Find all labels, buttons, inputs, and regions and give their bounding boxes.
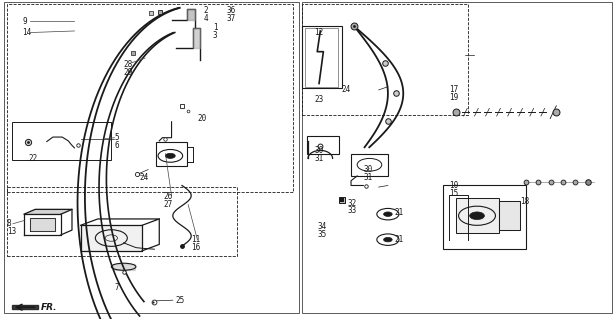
Bar xyxy=(4,2,299,313)
Polygon shape xyxy=(81,225,142,251)
Bar xyxy=(12,122,111,160)
Text: 12: 12 xyxy=(314,28,323,37)
Text: 34: 34 xyxy=(317,222,326,231)
Text: 16: 16 xyxy=(191,243,200,252)
Text: 30: 30 xyxy=(363,165,373,174)
Text: 37: 37 xyxy=(227,14,236,23)
Text: 21: 21 xyxy=(394,235,403,244)
Text: 21: 21 xyxy=(394,208,403,217)
Polygon shape xyxy=(24,209,72,214)
Bar xyxy=(498,201,520,230)
Text: 30: 30 xyxy=(314,146,323,155)
Bar xyxy=(305,28,338,87)
Text: 32: 32 xyxy=(348,198,357,207)
Text: 26: 26 xyxy=(164,192,173,201)
Text: 18: 18 xyxy=(520,197,529,206)
Text: 22: 22 xyxy=(28,154,38,163)
Text: 36: 36 xyxy=(227,6,236,15)
Bar xyxy=(455,198,498,233)
Text: 35: 35 xyxy=(317,230,326,239)
Text: 17: 17 xyxy=(449,85,458,94)
Text: 31: 31 xyxy=(363,173,373,182)
Bar xyxy=(302,26,342,88)
Text: 14: 14 xyxy=(22,28,31,37)
Circle shape xyxy=(384,237,392,242)
Text: 31: 31 xyxy=(314,154,323,163)
Bar xyxy=(307,136,339,154)
Text: 9: 9 xyxy=(22,17,27,26)
Text: 33: 33 xyxy=(348,206,357,215)
Bar xyxy=(302,4,468,116)
Circle shape xyxy=(166,153,175,158)
Text: 24: 24 xyxy=(342,85,351,94)
Text: 28: 28 xyxy=(124,60,133,69)
Text: 15: 15 xyxy=(449,189,458,198)
Bar xyxy=(156,142,187,166)
Polygon shape xyxy=(498,201,520,230)
Text: 13: 13 xyxy=(7,227,16,236)
Text: FR.: FR. xyxy=(41,303,57,312)
Bar xyxy=(302,2,612,313)
Bar xyxy=(351,154,388,176)
Text: 5: 5 xyxy=(115,133,119,142)
Text: 2: 2 xyxy=(203,6,208,15)
Bar xyxy=(444,186,526,249)
Polygon shape xyxy=(113,264,135,270)
Text: 23: 23 xyxy=(314,95,323,104)
Text: 3: 3 xyxy=(213,31,217,40)
Text: 1: 1 xyxy=(213,23,217,32)
Text: 24: 24 xyxy=(139,173,148,182)
Bar xyxy=(7,4,293,192)
Text: 11: 11 xyxy=(191,235,200,244)
Polygon shape xyxy=(193,28,200,49)
Text: 29: 29 xyxy=(124,68,133,77)
Circle shape xyxy=(469,212,484,220)
Text: 20: 20 xyxy=(197,114,206,123)
Text: 4: 4 xyxy=(203,14,208,23)
Text: 6: 6 xyxy=(115,141,119,150)
Bar xyxy=(7,187,237,256)
Text: 27: 27 xyxy=(164,200,173,209)
Text: 25: 25 xyxy=(176,296,185,305)
Polygon shape xyxy=(187,9,195,20)
Polygon shape xyxy=(455,198,498,233)
Polygon shape xyxy=(30,218,55,231)
Text: 8: 8 xyxy=(7,219,12,228)
Polygon shape xyxy=(12,305,38,309)
Text: 7: 7 xyxy=(115,283,119,292)
Text: 10: 10 xyxy=(449,181,458,190)
Circle shape xyxy=(384,212,392,216)
Text: 19: 19 xyxy=(449,93,458,102)
